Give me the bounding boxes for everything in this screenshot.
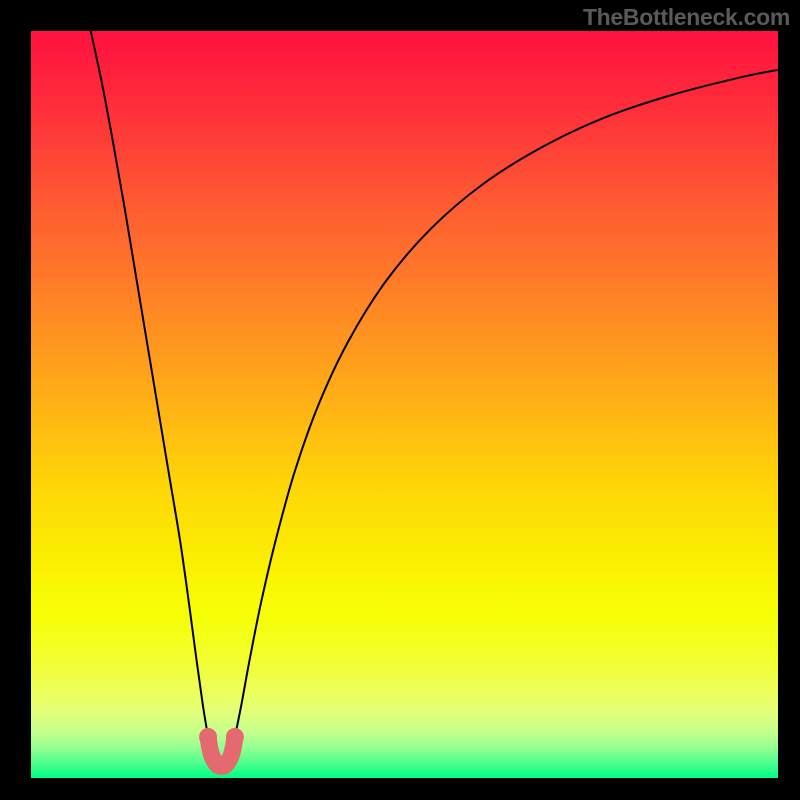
notch-dot-1 xyxy=(226,728,244,746)
watermark-text: TheBottleneck.com xyxy=(583,4,790,31)
notch-dot-0 xyxy=(199,728,217,746)
curve-overlay xyxy=(31,31,778,778)
chart-container: TheBottleneck.com xyxy=(0,0,800,800)
curve-left xyxy=(91,31,208,737)
curve-right xyxy=(235,70,778,737)
